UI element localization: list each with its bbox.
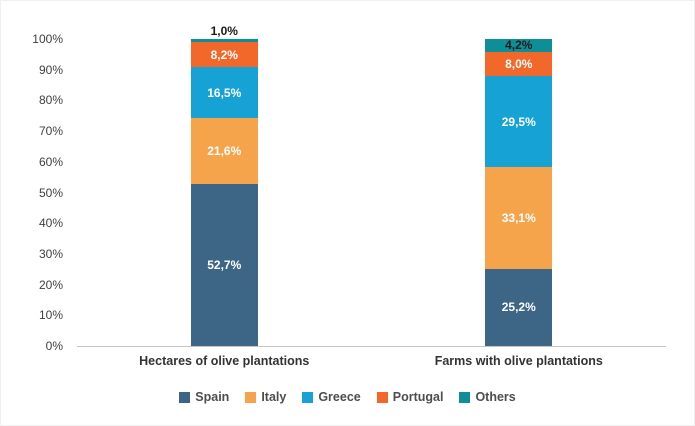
y-axis-tick-label: 0% <box>45 339 63 353</box>
bar-slot: 52,7% 21,6% 16,5% 8,2% 1,0% <box>77 25 372 346</box>
y-axis-tick-label: 70% <box>38 124 63 139</box>
legend-swatch <box>245 391 257 403</box>
y-axis-tick-label: 50% <box>38 185 63 200</box>
category-label: Farms with olive plantations <box>434 354 603 368</box>
y-axis-tick-label: 60% <box>38 154 63 169</box>
segment-label: 52,7% <box>207 258 242 273</box>
bar-segment: 52,7% <box>190 184 258 346</box>
bar-segment: 21,6% <box>190 117 258 185</box>
bar-segment: 16,5% <box>190 67 258 118</box>
x-axis-labels: Hectares of olive plantations Farms with … <box>77 354 666 368</box>
y-axis-tick-label: 80% <box>38 93 63 108</box>
y-axis-tick-label: 100% <box>32 32 63 46</box>
legend-item: Others <box>459 390 516 404</box>
y-axis: 0% 10% 20% 30% 40% 50% 60% 70% 80% 90% 100% <box>1 32 69 353</box>
segment-label: 25,2% <box>501 300 536 315</box>
stacked-bar: 25,2% 33,1% 29,5% 8,0% 4,2% <box>485 38 553 346</box>
y-axis-tick-label: 20% <box>38 277 63 292</box>
legend-label: Portugal <box>392 390 444 404</box>
segment-label: 33,1% <box>501 210 536 225</box>
y-axis-tick-label: 90% <box>38 62 63 77</box>
legend: Spain Italy Greece Portugal Others <box>1 390 694 404</box>
legend-item: Portugal <box>376 390 444 404</box>
segment-label: 29,5% <box>501 114 536 129</box>
bar-slot: 25,2% 33,1% 29,5% 8,0% 4,2% <box>372 39 667 346</box>
legend-item: Spain <box>179 390 229 404</box>
legend-swatch <box>179 391 191 403</box>
bar-segment: 25,2% <box>485 268 553 346</box>
stacked-bar: 52,7% 21,6% 16,5% 8,2% 1,0% <box>190 25 258 346</box>
legend-label: Spain <box>195 390 230 404</box>
category-label: Hectares of olive plantations <box>139 354 310 368</box>
bar-segment: 1,0% <box>190 25 258 43</box>
bar-segment: 4,2% <box>485 38 553 53</box>
y-axis-tick-label: 40% <box>38 216 63 231</box>
legend-item: Greece <box>302 390 361 404</box>
bar-segment: 29,5% <box>485 76 553 168</box>
bar-segment: 8,0% <box>485 51 553 77</box>
segment-label: 4,2% <box>505 38 533 53</box>
legend-swatch <box>376 391 388 403</box>
legend-swatch <box>302 391 314 403</box>
legend-label: Italy <box>261 390 287 404</box>
y-axis-tick-label: 30% <box>38 246 63 261</box>
segment-label: 16,5% <box>207 85 242 100</box>
legend-item: Italy <box>245 390 286 404</box>
segment-label: 1,0% <box>210 24 238 39</box>
legend-label: Greece <box>318 390 361 404</box>
segment-label: 21,6% <box>207 144 242 159</box>
bar-segment: 8,2% <box>190 42 258 68</box>
legend-label: Others <box>475 390 516 404</box>
segment-label: 8,0% <box>505 57 533 72</box>
plot-area: 52,7% 21,6% 16,5% 8,2% 1,0% 25,2% 33,1% 29,5% 8,… <box>77 25 667 347</box>
segment-label: 8,2% <box>210 47 238 62</box>
legend-swatch <box>459 391 471 403</box>
bar-segment: 33,1% <box>485 167 553 269</box>
y-axis-tick-label: 10% <box>38 308 63 323</box>
